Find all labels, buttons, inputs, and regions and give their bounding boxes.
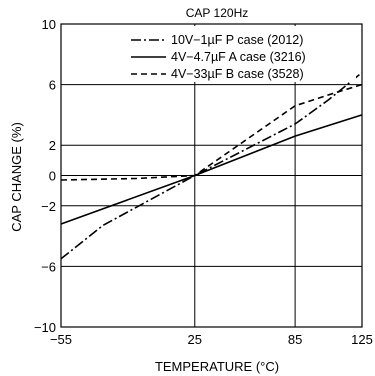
y-tick-label: 6	[49, 78, 56, 93]
x-axis-title: TEMPERATURE (°C)	[155, 359, 279, 374]
legend: 10V−1µF P case (2012) 4V−4.7µF A case (32…	[126, 26, 356, 82]
plot-frame	[60, 23, 363, 328]
y-tick-label: −10	[34, 320, 56, 335]
series-line-dashed	[60, 83, 363, 181]
series-line-solid	[60, 114, 363, 225]
legend-label: 4V−4.7µF A case (3216)	[171, 50, 306, 64]
x-tick-label: 85	[288, 332, 302, 347]
tick-labels: −55 25 85 125 10 6 2 0 −2 −6 −10	[34, 17, 373, 347]
series-line-dashdot	[60, 71, 363, 260]
y-tick-label: 10	[42, 17, 56, 32]
y-tick-label: −6	[41, 259, 56, 274]
x-tick-label: 25	[188, 332, 202, 347]
y-tick-label: 0	[49, 169, 56, 184]
legend-label: 4V−33µF B case (3528)	[171, 67, 304, 81]
y-tick-label: 2	[49, 138, 56, 153]
x-tick-label: 125	[351, 332, 373, 347]
y-tick-label: −2	[41, 199, 56, 214]
chart-title: CAP 120Hz	[186, 6, 248, 20]
legend-background	[126, 26, 356, 82]
x-tick-label: −55	[50, 332, 72, 347]
y-axis-title: CAP CHANGE (%)	[9, 122, 24, 232]
legend-label: 10V−1µF P case (2012)	[171, 33, 303, 47]
series-lines	[60, 71, 363, 260]
